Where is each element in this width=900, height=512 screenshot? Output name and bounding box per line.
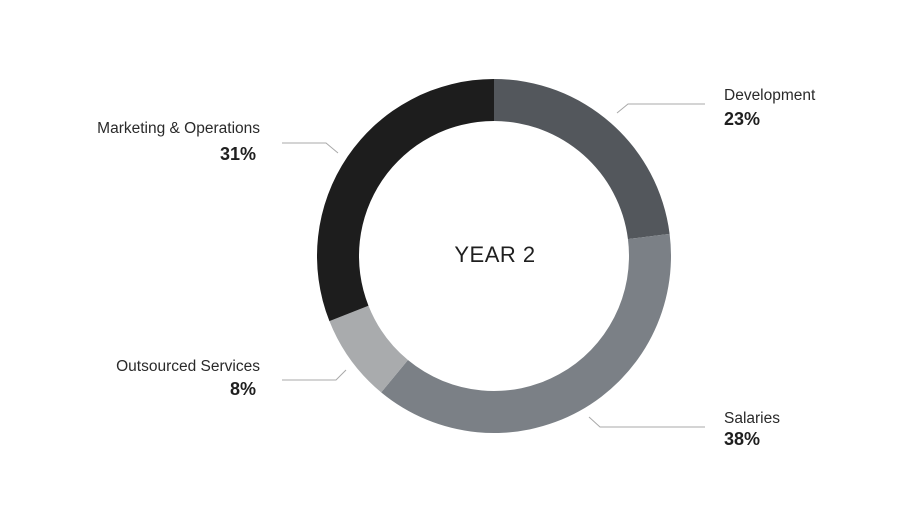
slice-salaries	[381, 233, 671, 433]
slice-name-salaries: Salaries	[724, 410, 780, 427]
donut-slices	[316, 79, 671, 433]
leader-line-marketing-operations	[282, 142, 339, 154]
slice-pct-development: 23%	[724, 109, 760, 129]
slice-pct-outsourced-services: 8%	[230, 379, 256, 399]
slice-pct-marketing-operations: 31%	[220, 144, 256, 164]
slice-marketing-operations	[316, 79, 494, 322]
slice-name-outsourced-services: Outsourced Services	[116, 358, 260, 375]
center-label: YEAR 2	[454, 242, 535, 267]
slice-name-development: Development	[724, 87, 816, 104]
slice-development	[494, 79, 670, 240]
slice-pct-salaries: 38%	[724, 429, 760, 449]
slice-name-marketing-operations: Marketing & Operations	[97, 120, 260, 137]
leader-line-outsourced-services	[282, 369, 347, 381]
leader-line-development	[616, 103, 705, 114]
leader-line-salaries	[588, 416, 705, 428]
slice-outsourced-services	[329, 305, 408, 393]
